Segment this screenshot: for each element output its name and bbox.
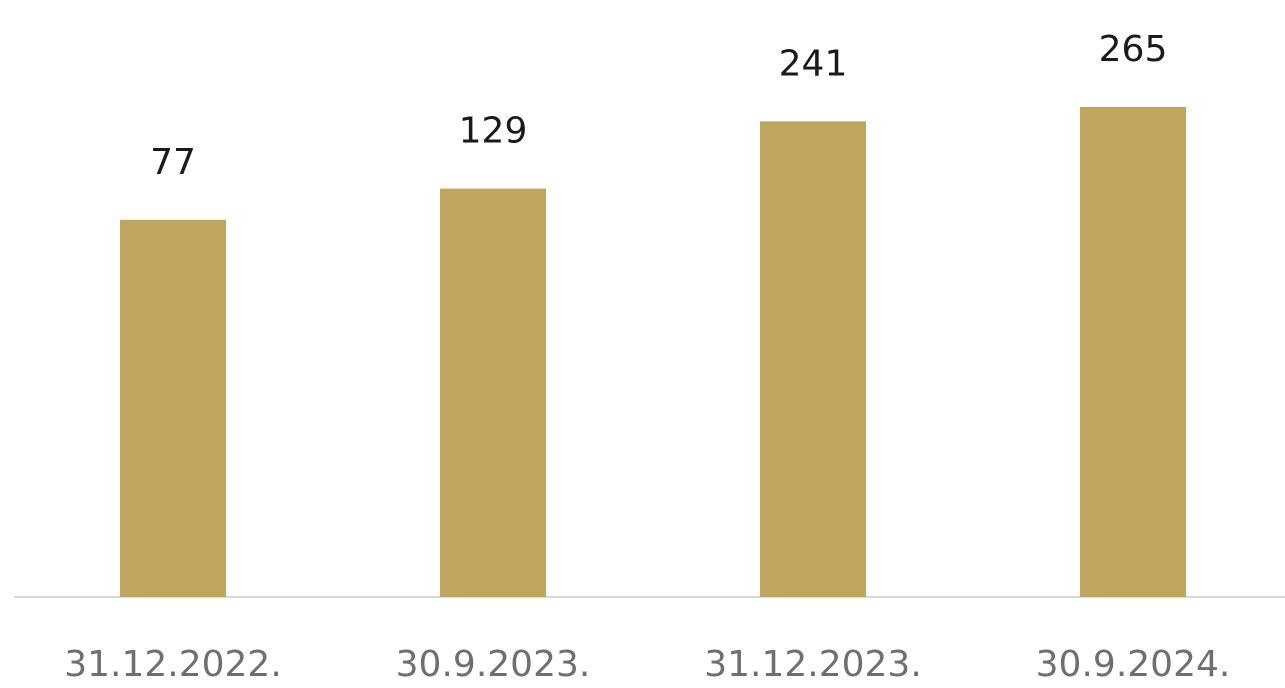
x-tick-label-2: 30.9.2023. [396, 644, 591, 685]
data-label-4: 265 [1099, 29, 1168, 70]
bar-2 [440, 188, 546, 597]
data-label-1: 77 [150, 142, 196, 183]
data-label-3: 241 [779, 43, 848, 84]
bar-4 [1080, 107, 1186, 597]
x-tick-label-4: 30.9.2024. [1036, 644, 1231, 685]
bars-group [120, 107, 1186, 598]
value-labels-group: 77 129 241 265 [150, 29, 1167, 183]
x-tick-label-1: 31.12.2022. [64, 644, 282, 685]
tick-labels-group: 31.12.2022. 30.9.2023. 31.12.2023. 30.9.202… [64, 644, 1230, 685]
data-label-2: 129 [459, 111, 528, 152]
bar-1 [120, 219, 226, 598]
bar-3 [760, 121, 866, 598]
x-tick-label-3: 31.12.2023. [704, 644, 922, 685]
